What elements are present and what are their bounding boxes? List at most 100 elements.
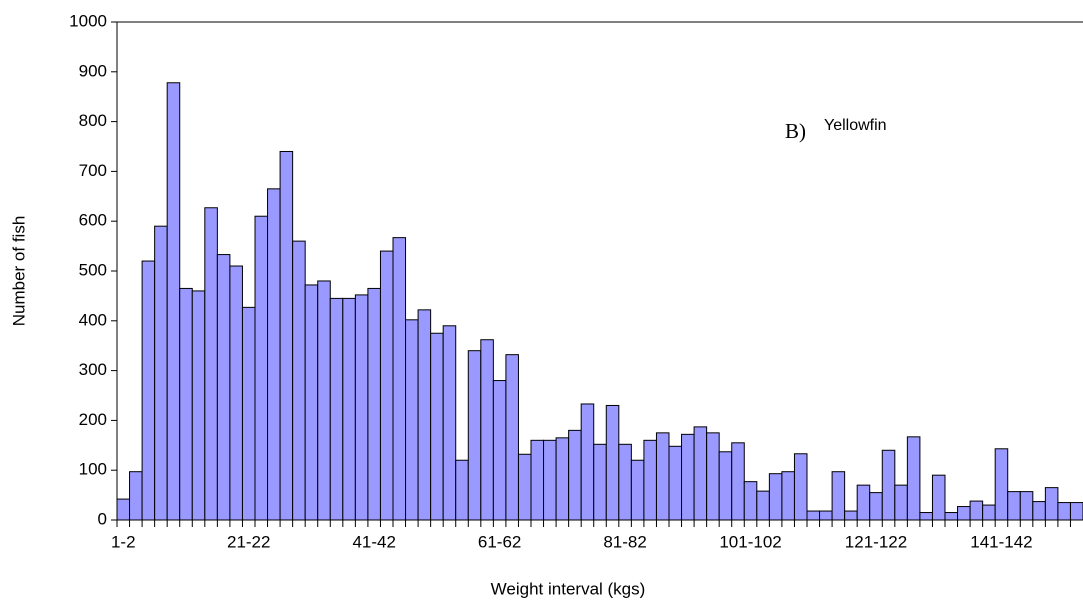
- x-tick-label: 81-82: [603, 532, 646, 551]
- bar: [480, 339, 494, 521]
- x-axis-label: Weight interval (kgs): [491, 579, 646, 598]
- y-axis-label: Number of fish: [9, 216, 28, 327]
- bar: [191, 290, 206, 521]
- bar: [555, 437, 570, 521]
- bar: [367, 287, 381, 521]
- bar: [718, 451, 733, 521]
- bar: [543, 439, 557, 521]
- y-tick-label: 800: [79, 111, 107, 130]
- bar: [919, 512, 933, 521]
- x-tick-label: 1-2: [111, 532, 136, 551]
- bar: [982, 504, 996, 521]
- bar: [492, 380, 507, 521]
- bar: [1057, 502, 1071, 521]
- bar: [354, 294, 369, 521]
- bar: [1044, 487, 1059, 521]
- bar: [530, 439, 545, 521]
- x-tick-label: 141-142: [970, 532, 1032, 551]
- bar: [204, 207, 218, 521]
- bar: [580, 403, 595, 521]
- bar: [931, 474, 946, 521]
- bar: [1007, 491, 1021, 521]
- bar: [141, 260, 156, 521]
- bar: [179, 287, 193, 521]
- x-tick-label: 121-122: [845, 532, 907, 551]
- bar: [505, 354, 519, 521]
- y-tick-label: 600: [79, 211, 107, 230]
- bar: [681, 433, 695, 521]
- bar: [442, 325, 457, 521]
- bar: [655, 432, 670, 521]
- bar: [1019, 491, 1034, 521]
- bar: [630, 459, 645, 521]
- bar: [455, 459, 469, 521]
- bar: [605, 404, 620, 521]
- bar: [743, 481, 758, 521]
- bar: [254, 215, 269, 521]
- bar: [129, 471, 143, 521]
- bar: [279, 150, 294, 521]
- bar: [166, 82, 181, 521]
- bar: [568, 429, 582, 521]
- bar: [417, 309, 432, 521]
- bar: [154, 225, 168, 521]
- bar: [116, 498, 131, 521]
- bar: [593, 443, 607, 521]
- y-tick-label: 400: [79, 310, 107, 329]
- x-tick-label: 101-102: [719, 532, 781, 551]
- bar: [706, 432, 720, 521]
- bar: [292, 240, 306, 521]
- bar: [693, 426, 708, 521]
- bar: [329, 297, 344, 521]
- bar: [342, 297, 356, 521]
- annotation-text: Yellowfin: [824, 117, 887, 134]
- y-tick-label: 900: [79, 61, 107, 80]
- y-tick-label: 300: [79, 360, 107, 379]
- bar: [467, 350, 482, 521]
- bar: [844, 510, 858, 521]
- y-tick-label: 1000: [69, 11, 107, 30]
- bar: [317, 280, 331, 521]
- bar: [1069, 502, 1083, 521]
- bar: [267, 188, 281, 521]
- bar: [906, 436, 921, 521]
- bar: [894, 484, 908, 521]
- bar: [216, 254, 231, 521]
- bar: [806, 510, 821, 521]
- bar: [229, 265, 243, 521]
- y-tick-label: 700: [79, 161, 107, 180]
- bar: [304, 284, 319, 521]
- bar: [1032, 501, 1046, 521]
- x-tick-label: 21-22: [227, 532, 270, 551]
- bar: [618, 443, 632, 521]
- bar: [379, 250, 394, 521]
- bar: [881, 449, 896, 521]
- bar: [869, 492, 883, 521]
- x-tick-label: 61-62: [478, 532, 521, 551]
- bar: [781, 471, 795, 521]
- bar: [768, 473, 783, 521]
- bar: [756, 490, 770, 521]
- bar: [994, 448, 1009, 521]
- bar: [819, 510, 833, 521]
- bar: [793, 453, 808, 521]
- y-tick-label: 100: [79, 460, 107, 479]
- y-tick-label: 200: [79, 410, 107, 429]
- bar: [405, 319, 419, 521]
- y-tick-label: 500: [79, 260, 107, 279]
- bar: [831, 471, 846, 521]
- bar: [944, 512, 959, 521]
- bar: [969, 500, 984, 521]
- bar: [957, 506, 971, 521]
- y-tick-label: 0: [98, 509, 107, 528]
- bar: [856, 484, 871, 521]
- x-tick-label: 41-42: [352, 532, 395, 551]
- bar: [241, 306, 256, 521]
- bar: [731, 442, 745, 521]
- bar: [392, 237, 407, 521]
- bar: [430, 332, 444, 521]
- bar: [643, 439, 657, 521]
- bar: [668, 445, 683, 521]
- annotation-prefix: B): [785, 119, 806, 143]
